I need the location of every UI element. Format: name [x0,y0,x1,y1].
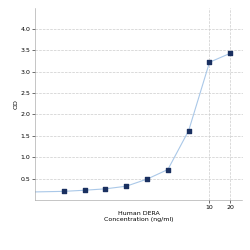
Point [0,190,4,194]
Point [166,168,170,172]
Point [208,60,212,64]
Point [145,177,149,181]
Point [124,184,128,188]
Y-axis label: OD: OD [14,99,19,109]
X-axis label: Human DERA
Concentration (ng/ml): Human DERA Concentration (ng/ml) [104,211,174,222]
Point [82,188,86,192]
Point [62,189,66,193]
Point [187,128,191,132]
Point [104,187,108,191]
Point [228,51,232,55]
